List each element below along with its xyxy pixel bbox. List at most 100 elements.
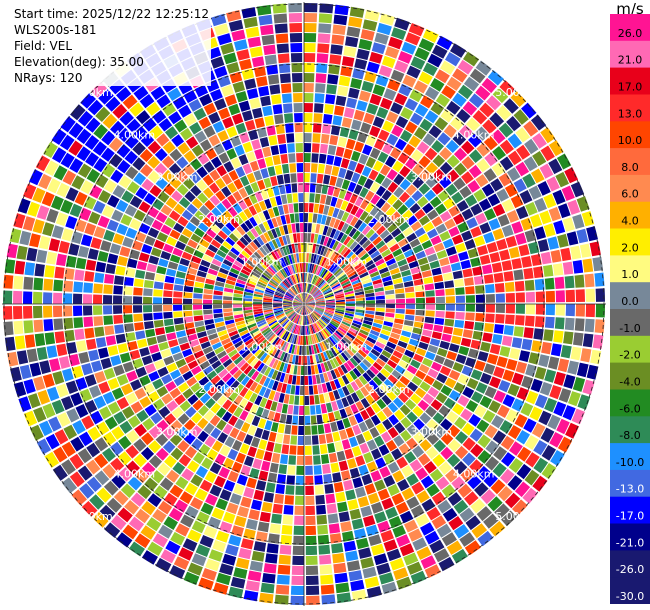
range-gate	[175, 358, 187, 368]
range-gate	[344, 448, 354, 460]
range-gate	[307, 223, 312, 233]
range-gate	[52, 464, 68, 481]
range-gate	[283, 306, 293, 309]
range-gate	[305, 304, 314, 309]
range-gate	[371, 275, 381, 282]
range-gate	[285, 278, 292, 287]
range-gate	[251, 139, 261, 150]
range-gate	[166, 332, 177, 341]
range-gate	[412, 405, 424, 417]
range-gate	[263, 309, 273, 313]
range-gate	[399, 543, 415, 557]
range-gate	[309, 274, 314, 283]
range-gate	[235, 557, 250, 570]
range-gate	[352, 243, 361, 253]
range-gate	[216, 419, 227, 431]
range-gate	[586, 226, 598, 242]
range-gate	[301, 283, 304, 293]
range-gate	[203, 294, 213, 300]
range-gate	[283, 306, 293, 310]
range-gate	[246, 88, 259, 100]
range-gate	[227, 194, 237, 206]
range-gate	[316, 53, 329, 64]
range-gate	[36, 346, 48, 361]
range-gate	[317, 255, 322, 265]
range-gate	[171, 406, 184, 419]
range-gate	[78, 431, 93, 447]
range-gate	[304, 294, 310, 303]
range-gate	[406, 411, 418, 423]
range-gate	[218, 368, 229, 379]
range-gate	[102, 464, 117, 479]
range-gate	[515, 232, 527, 245]
range-gate	[448, 390, 461, 402]
range-gate	[305, 304, 315, 307]
range-gate	[378, 267, 389, 275]
range-gate	[210, 402, 221, 414]
range-gate	[33, 291, 43, 304]
range-gate	[388, 36, 403, 50]
range-gate	[280, 318, 288, 325]
range-gate	[222, 511, 236, 524]
range-gate	[307, 335, 311, 345]
range-gate	[69, 453, 84, 470]
range-gate	[394, 17, 410, 31]
range-gate	[243, 365, 253, 375]
range-gate	[314, 276, 320, 285]
range-gate	[345, 308, 355, 312]
range-gate	[214, 364, 225, 374]
range-gate	[325, 300, 335, 303]
range-gate	[243, 291, 254, 296]
range-gate	[268, 333, 276, 342]
range-gate	[372, 279, 383, 285]
range-gate	[358, 153, 369, 165]
range-gate	[230, 267, 240, 275]
range-gate	[487, 70, 504, 86]
range-gate	[105, 96, 121, 112]
range-gate	[472, 330, 483, 341]
range-gate	[105, 335, 117, 346]
range-gate	[328, 452, 338, 463]
range-gate	[431, 491, 446, 506]
range-gate	[201, 457, 213, 470]
range-gate	[128, 516, 145, 532]
range-gate	[135, 508, 150, 524]
range-gate	[325, 308, 335, 312]
range-gate	[475, 304, 485, 313]
range-gate	[291, 354, 296, 365]
range-gate	[380, 164, 391, 176]
range-gate	[309, 314, 315, 323]
range-gate	[278, 236, 285, 247]
range-gate	[242, 141, 253, 153]
range-gate	[187, 529, 202, 543]
range-gate	[294, 355, 299, 365]
colorbar-tick-label: -10.0	[616, 456, 644, 469]
range-gate	[525, 304, 536, 315]
range-gate	[359, 271, 369, 279]
range-gate	[555, 171, 569, 188]
range-gate	[441, 484, 456, 498]
range-gate	[51, 225, 64, 239]
range-gate	[315, 308, 324, 313]
range-gate	[203, 161, 215, 173]
range-gate	[33, 376, 46, 391]
range-gate	[524, 138, 539, 155]
range-gate	[200, 139, 212, 152]
range-gate	[300, 293, 304, 303]
range-gate	[120, 483, 136, 498]
range-gate	[86, 476, 102, 492]
range-gate	[324, 294, 334, 299]
range-gate	[210, 156, 222, 169]
range-gate	[556, 153, 572, 170]
range-gate	[42, 222, 55, 237]
range-gate	[299, 305, 304, 315]
range-gate	[357, 131, 368, 143]
range-gate	[253, 299, 263, 302]
range-gate	[165, 381, 177, 392]
range-gate	[298, 294, 304, 303]
range-gate	[351, 518, 364, 530]
range-gate	[318, 320, 325, 328]
range-gate	[518, 350, 530, 363]
range-gate	[480, 341, 491, 353]
range-gate	[315, 322, 321, 331]
